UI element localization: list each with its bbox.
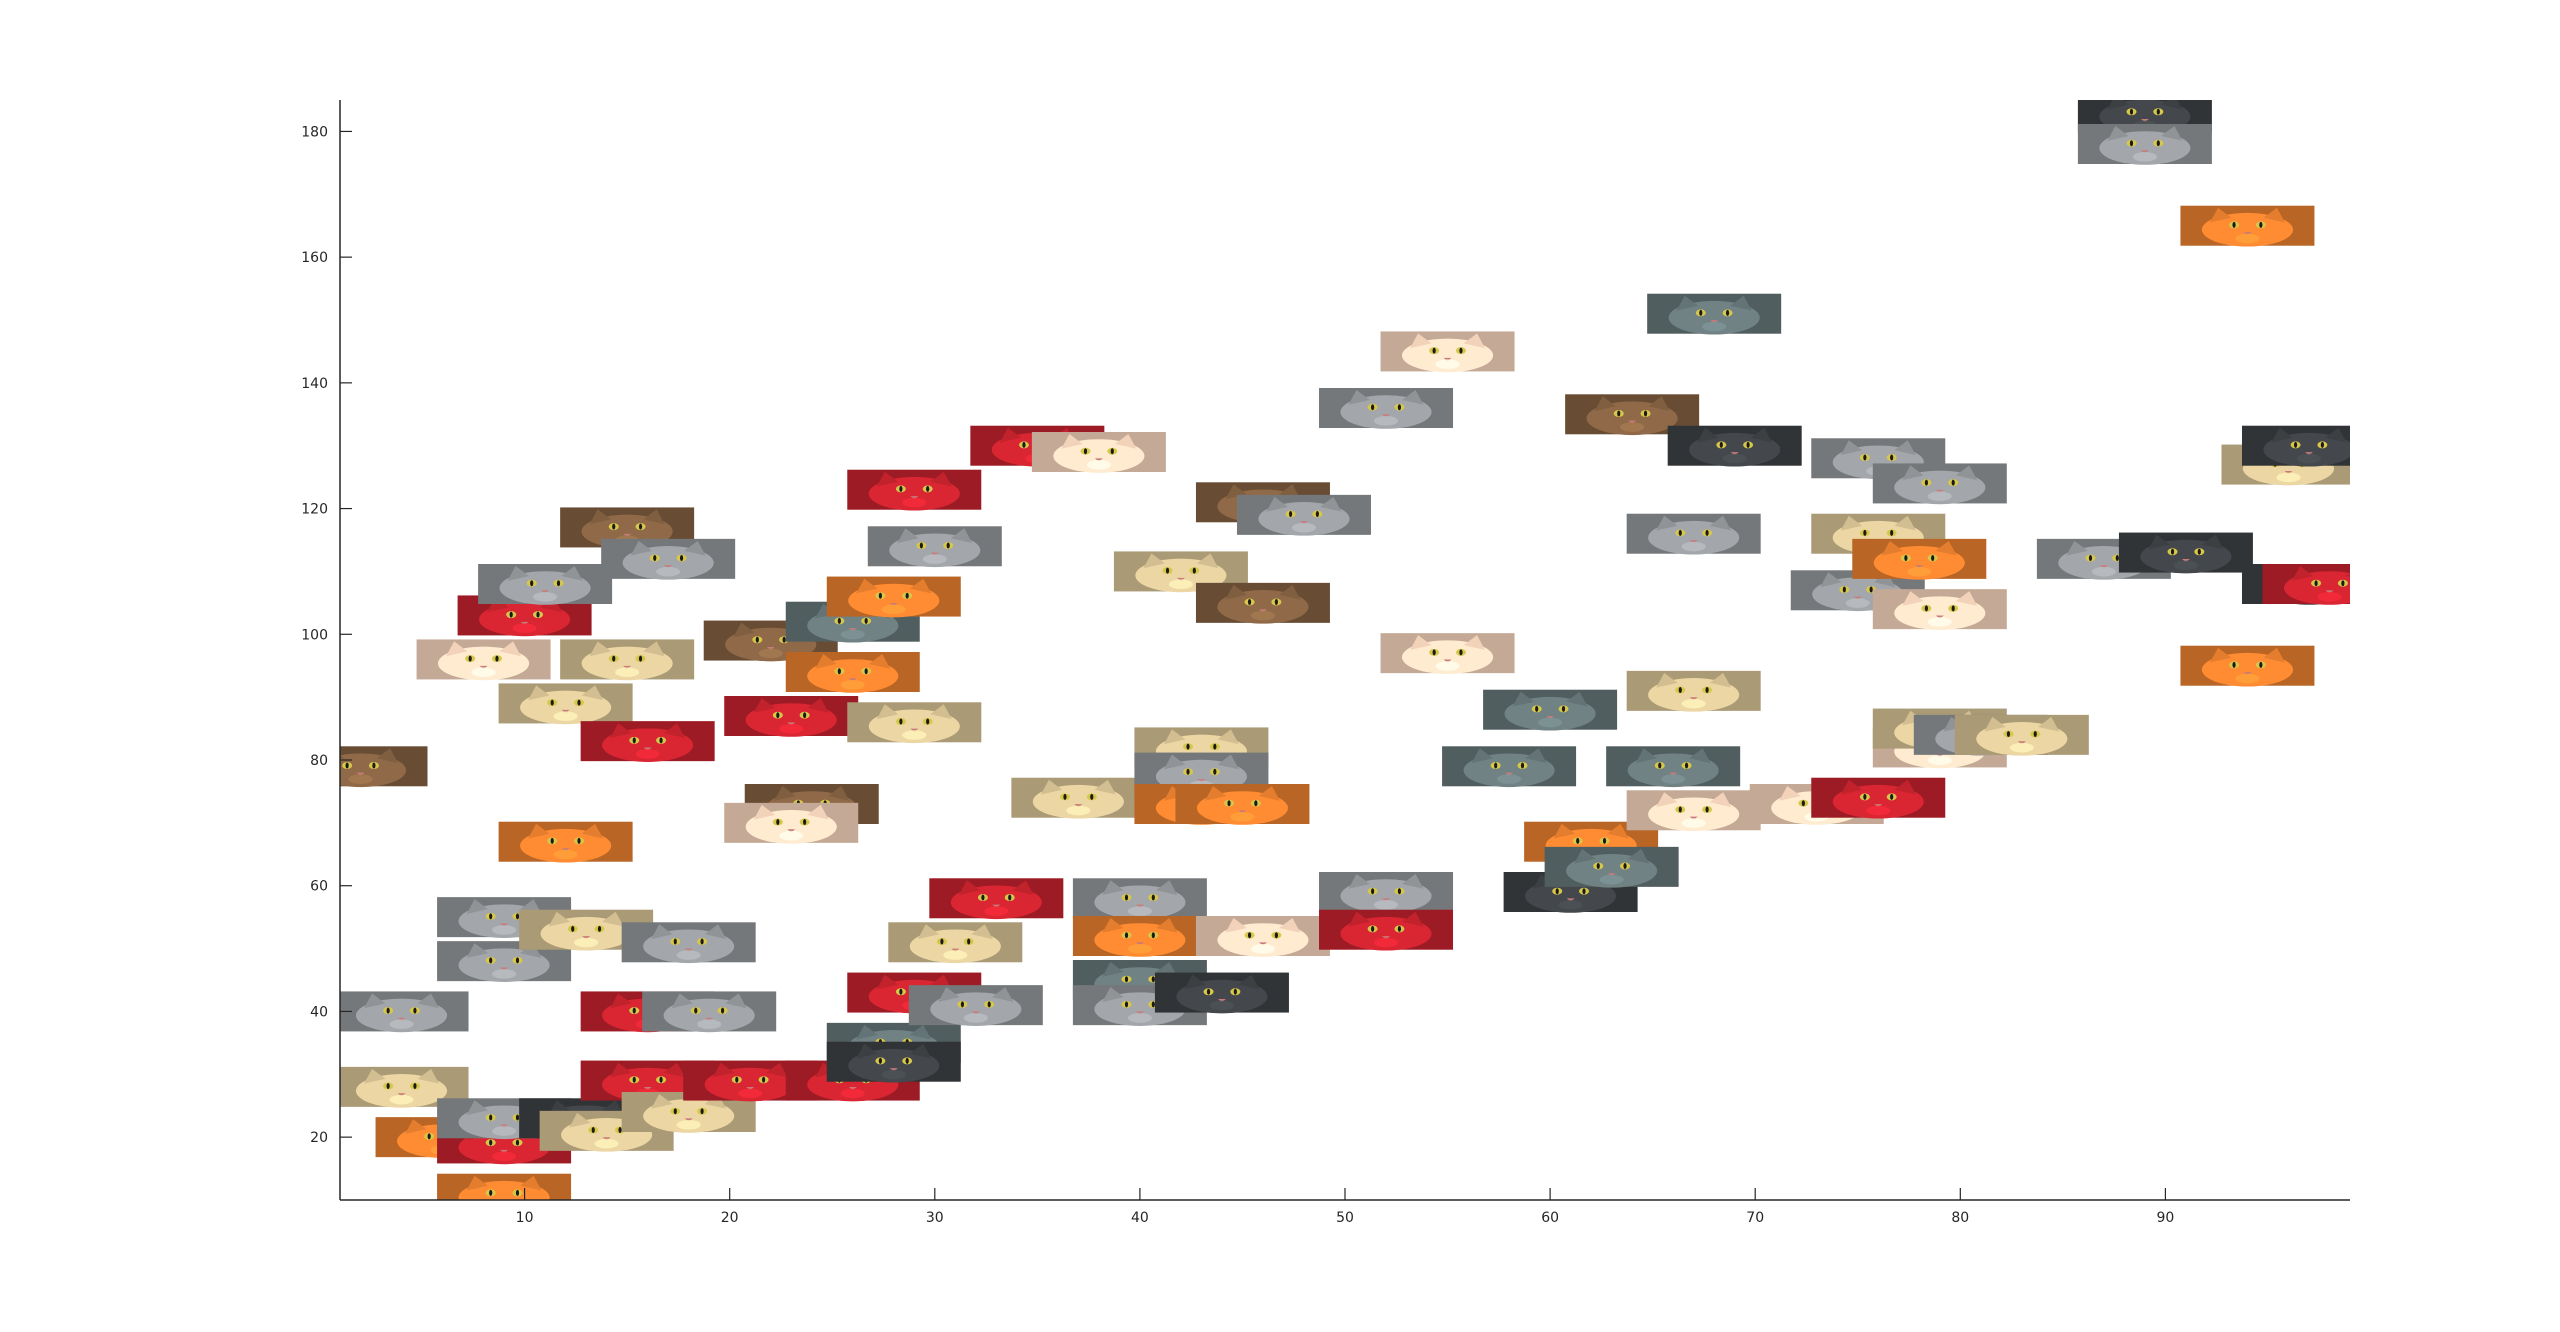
cat-marker [1954, 714, 2089, 756]
y-tick-label: 60 [310, 879, 328, 895]
cat-marker [888, 922, 1023, 964]
y-tick-label: 180 [301, 124, 328, 140]
y-tick-label: 40 [310, 1004, 328, 1020]
cat-marker [1483, 689, 1618, 731]
cat-marker [601, 538, 736, 580]
cat-marker [1667, 425, 1802, 467]
y-tick-label: 100 [301, 627, 328, 643]
cat-marker [340, 991, 469, 1033]
cat-marker [1606, 746, 1741, 788]
cat-marker [929, 878, 1064, 920]
cat-marker [1319, 909, 1454, 951]
y-tick-label: 140 [301, 376, 328, 392]
cat-marker [580, 721, 715, 762]
cat-marker [1626, 790, 1761, 832]
cat-marker [2118, 532, 2253, 574]
cat-marker [457, 595, 592, 637]
x-tick-label: 70 [1746, 1210, 1764, 1226]
cat-marker [478, 564, 613, 605]
cat-marker [1031, 432, 1166, 473]
cat-marker [724, 802, 859, 844]
x-tick-label: 90 [2156, 1210, 2174, 1226]
cat-marker [1195, 916, 1330, 957]
y-tick-label: 20 [310, 1130, 328, 1146]
cat-marker [1319, 872, 1454, 913]
ticks: 10 20 30 40 50 60 70 80 90 20 40 60 80 100 120 140 160 18… [301, 124, 2174, 1226]
cat-marker [1647, 293, 1782, 335]
cat-marker [1811, 777, 1946, 819]
cat-marker [724, 696, 859, 737]
x-tick-label: 30 [926, 1210, 944, 1226]
cat-marker [847, 702, 982, 744]
x-tick-label: 50 [1336, 1210, 1354, 1226]
cat-marker [1626, 513, 1761, 555]
cat-marker [826, 576, 961, 618]
cat-marker [437, 1173, 572, 1200]
cat-marker [498, 821, 633, 863]
cat-marker [1072, 916, 1207, 957]
x-tick-label: 10 [516, 1210, 534, 1226]
x-tick-label: 80 [1951, 1210, 1969, 1226]
cat-marker [1872, 589, 2007, 630]
cat-marker [1626, 670, 1761, 712]
cat-marker [340, 746, 428, 788]
cat-marker [826, 1041, 961, 1083]
markers-layer [340, 100, 2350, 1200]
cat-marker [416, 639, 551, 681]
cat-marker [1236, 494, 1371, 536]
cat-marker [1011, 777, 1146, 819]
cat-marker [1872, 463, 2007, 505]
cat-marker [560, 639, 695, 681]
cat-marker [867, 526, 1002, 568]
cat-marker [1072, 878, 1207, 920]
x-tick-label: 60 [1541, 1210, 1559, 1226]
cat-marker [2262, 564, 2350, 605]
cat-marker [1319, 388, 1454, 429]
x-tick-label: 40 [1131, 1210, 1149, 1226]
cat-marker [1380, 633, 1515, 674]
cat-marker [498, 683, 633, 725]
cat-marker [2180, 645, 2315, 687]
cat-marker [2180, 205, 2315, 247]
cat-marker [2241, 425, 2350, 467]
cat-marker [642, 991, 777, 1033]
cat-marker [908, 985, 1043, 1026]
y-tick-label: 80 [310, 753, 328, 769]
cat-marker [1195, 582, 1330, 624]
cat-marker [1380, 331, 1515, 373]
cat-marker [1852, 538, 1987, 580]
cat-marker [1442, 746, 1577, 788]
cat-marker [621, 922, 756, 964]
cat-marker [847, 469, 982, 511]
cat-marker [785, 652, 920, 693]
cat-marker [1154, 972, 1289, 1014]
cat-marker [2077, 124, 2212, 165]
cat-marker [1175, 784, 1310, 825]
y-tick-label: 120 [301, 502, 328, 518]
y-tick-label: 160 [301, 250, 328, 266]
x-tick-label: 20 [721, 1210, 739, 1226]
cat-marker [1544, 846, 1679, 888]
